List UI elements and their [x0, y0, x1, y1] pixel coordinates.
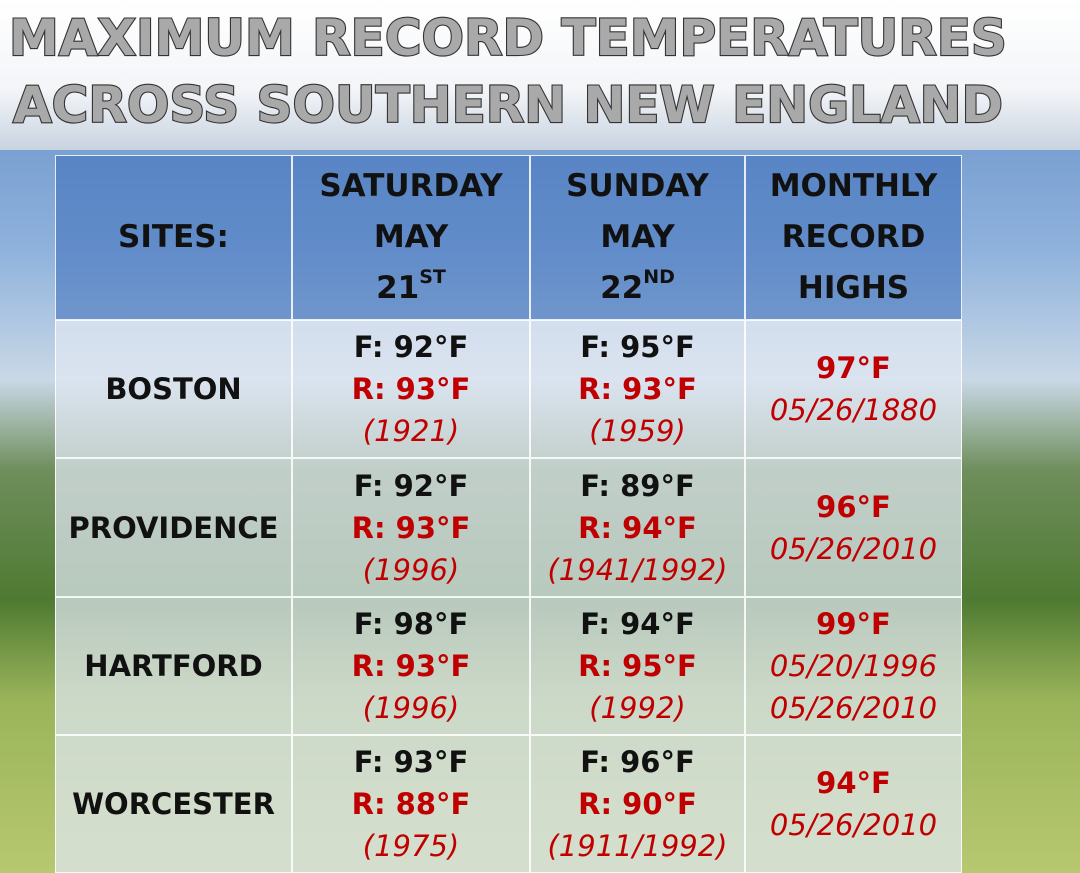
table-cell: WORCESTER — [55, 735, 292, 873]
forecast: F: 93°F — [353, 745, 469, 779]
site-name: WORCESTER — [72, 787, 275, 821]
table-cell: 99°F 05/20/1996 05/26/2010 — [745, 597, 962, 735]
monthly-date: 05/26/1880 — [769, 393, 938, 427]
site-name: HARTFORD — [84, 649, 263, 683]
table-cell: PROVIDENCE — [55, 458, 292, 597]
day-suffix: ND — [643, 265, 675, 288]
record-year: (1996) — [362, 691, 460, 725]
monthly-record: 99°F — [816, 607, 891, 641]
header-text: MONTHLY — [769, 168, 938, 204]
forecast: F: 95°F — [580, 330, 695, 364]
title-line: ACROSS SOUTHERN NEW ENGLAND — [13, 76, 1003, 134]
table-cell: F: 92°F R: 93°F (1996) — [292, 458, 530, 597]
monthly-date: 05/26/2010 — [769, 808, 938, 842]
record-year: (1941/1992) — [547, 552, 728, 587]
table-cell: F: 95°F R: 93°F (1959) — [530, 320, 745, 458]
monthly-date: 05/26/2010 — [769, 691, 938, 725]
header-text: SITES: — [118, 219, 229, 255]
record: R: 90°F — [578, 787, 697, 821]
monthly-record: 94°F — [816, 766, 891, 800]
day-number: 22 — [600, 270, 644, 306]
forecast: F: 96°F — [580, 745, 695, 779]
table-cell: F: 96°F R: 90°F (1911/1992) — [530, 735, 745, 873]
table-cell: MONTHLY RECORD HIGHS — [745, 155, 962, 320]
forecast: F: 89°F — [580, 468, 695, 503]
record: R: 93°F — [578, 372, 697, 406]
record-year: (1992) — [589, 691, 686, 725]
table-cell: HARTFORD — [55, 597, 292, 735]
record-year: (1959) — [589, 414, 686, 448]
header-text: RECORD — [781, 219, 926, 255]
monthly-date: 05/20/1996 — [769, 649, 938, 683]
forecast: F: 92°F — [353, 468, 469, 503]
header-text: HIGHS — [797, 270, 910, 306]
record: R: 93°F — [351, 649, 471, 683]
record: R: 94°F — [578, 510, 697, 545]
table-cell: F: 94°F R: 95°F (1992) — [530, 597, 745, 735]
site-name: BOSTON — [105, 372, 242, 406]
record-year: (1996) — [362, 552, 460, 587]
header-text: SUNDAY — [566, 168, 709, 204]
header-text: MAY — [600, 219, 675, 255]
day-suffix: ST — [419, 265, 446, 288]
table-cell: F: 89°F R: 94°F (1941/1992) — [530, 458, 745, 597]
site-name: PROVIDENCE — [68, 510, 279, 545]
title: MAXIMUM RECORD TEMPERATURES ACROSS SOUTH… — [8, 8, 1008, 135]
table-cell: SITES: — [55, 155, 292, 320]
table-cell: 94°F 05/26/2010 — [745, 735, 962, 873]
table-cell: SUNDAY MAY 22ND — [530, 155, 745, 320]
table-cell: F: 93°F R: 88°F (1975) — [292, 735, 530, 873]
record: R: 93°F — [351, 372, 471, 406]
monthly-record: 96°F — [816, 489, 891, 524]
header-text: MAY — [373, 219, 449, 255]
record-year: (1921) — [362, 414, 460, 448]
header-day: 22ND — [600, 263, 675, 314]
table-cell: SATURDAY MAY 21ST — [292, 155, 530, 320]
forecast: F: 98°F — [353, 607, 469, 641]
table-cell: F: 92°F R: 93°F (1921) — [292, 320, 530, 458]
title-line: MAXIMUM RECORD TEMPERATURES — [9, 9, 1007, 67]
record: R: 88°F — [351, 787, 471, 821]
header-text: SATURDAY — [319, 168, 503, 204]
forecast: F: 92°F — [353, 330, 469, 364]
header-day: 21ST — [376, 263, 446, 314]
record-year: (1911/1992) — [547, 829, 728, 863]
table-cell: F: 98°F R: 93°F (1996) — [292, 597, 530, 735]
monthly-record: 97°F — [816, 351, 891, 385]
title-bar: MAXIMUM RECORD TEMPERATURES ACROSS SOUTH… — [0, 0, 1080, 150]
table-cell: BOSTON — [55, 320, 292, 458]
day-number: 21 — [376, 270, 420, 306]
forecast: F: 94°F — [580, 607, 695, 641]
record: R: 95°F — [578, 649, 697, 683]
record-year: (1975) — [362, 829, 460, 863]
table-cell: 96°F 05/26/2010 — [745, 458, 962, 597]
monthly-date: 05/26/2010 — [769, 531, 938, 566]
record: R: 93°F — [351, 510, 471, 545]
table-cell: 97°F 05/26/1880 — [745, 320, 962, 458]
